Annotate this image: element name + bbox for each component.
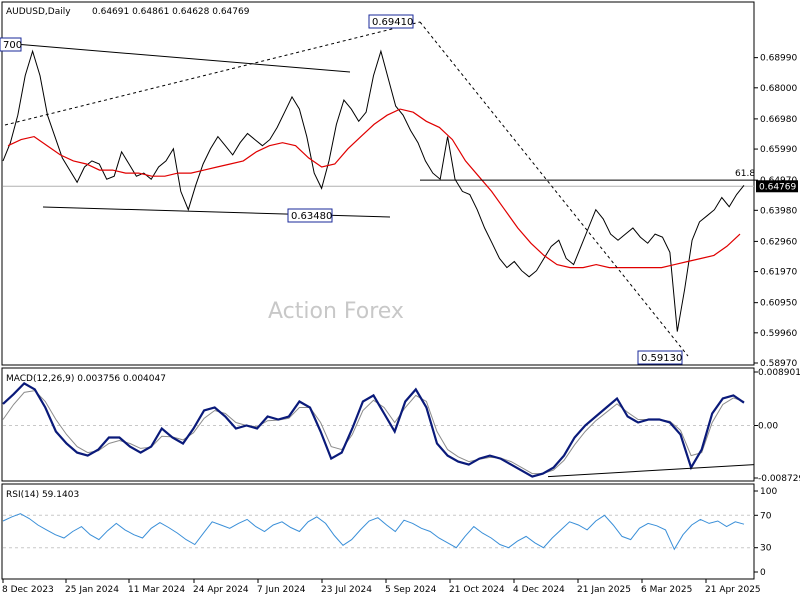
date-tick-label: 24 Apr 2024 [193,585,249,595]
rsi-series [2,513,745,551]
price-tick-label: 0.68000 [760,84,797,94]
date-tick-label: 11 Mar 2024 [128,585,185,595]
macd-panel [1,367,755,482]
price-tick-label: 0.68990 [760,54,797,64]
rsi-tick-label: 70 [760,511,772,521]
date-tick-label: 7 Jun 2024 [257,585,306,595]
price-tick-label: 0.63980 [760,206,797,216]
rsi-title: RSI(14) 59.1403 [6,490,79,500]
price-panel [1,1,755,366]
price-annotations: 61.8 0.69410 0.63480 0.59130 700 [0,14,755,365]
macd-title: MACD(12,26,9) 0.003756 0.004047 [6,374,166,384]
macd-tick-label: -0.008729 [758,474,800,484]
price-tick-label: 0.60950 [760,299,797,309]
macd-trendline [547,464,755,478]
rsi-panel [1,483,755,580]
rsi-tick-label: 30 [760,544,772,554]
date-tick-label: 21 Apr 2025 [705,585,761,595]
current-price-badge [756,180,798,193]
macd-series [2,382,755,478]
date-tick-label: 21 Oct 2024 [449,585,505,595]
price-label-text: 0.59130 [641,353,682,364]
price-label-box [287,208,333,223]
price-tick-label: 0.62960 [760,237,797,247]
price-tick-label: 0.61970 [760,268,797,278]
date-tick-label: 25 Jan 2024 [65,585,119,595]
rsi-tick-label: 0 [760,568,766,578]
dashed-trendline-rise [4,21,421,126]
ohlc-readout: 0.64691 0.64861 0.64628 0.64769 [92,7,250,17]
fibonacci-level-label: 61.8 [735,169,755,179]
date-tick-label: 5 Sep 2024 [385,585,437,595]
price-label-text: 700 [3,40,22,51]
date-tick-label: 21 Jan 2025 [577,585,631,595]
macd-tick-label: 0.008901 [758,368,800,378]
moving-average-line [7,108,741,269]
price-axis: 0.689900.680000.669800.659900.649700.639… [3,54,798,369]
macd-axis: 0.008901 0.00 -0.008729 [3,368,800,484]
symbol-title: AUDUSD,Daily [6,7,71,17]
date-tick-label: 4 Dec 2024 [513,585,565,595]
dashed-trendline-fall [419,21,689,357]
date-tick-label: 6 Mar 2025 [641,585,692,595]
price-series [2,49,745,332]
price-label-box [637,350,683,365]
upper-channel-line [2,42,351,73]
price-label-box [0,37,22,52]
price-tick-label: 0.65990 [760,145,797,155]
date-tick-label: 23 Jul 2024 [321,585,372,595]
current-price-label: 0.64769 [759,182,796,192]
price-tick-label: 0.59960 [760,329,797,339]
price-line [2,49,745,332]
rsi-tick-label: 100 [760,487,777,497]
watermark: Action Forex [268,299,404,324]
date-axis: 8 Dec 2023 25 Jan 2024 11 Mar 2024 24 Apr 2… [2,579,761,595]
rsi-line [2,513,745,551]
macd-tick-label: 0.00 [758,422,778,432]
price-tick-label: 0.66980 [760,115,797,125]
price-label-text: 0.69410 [372,17,413,28]
price-label-box [368,14,414,29]
price-tick-label: 0.58970 [760,359,797,369]
price-label-text: 0.63480 [291,211,332,222]
macd-line [2,382,745,478]
rsi-axis: 100 70 30 0 [3,487,777,578]
date-tick-label: 8 Dec 2023 [2,585,54,595]
